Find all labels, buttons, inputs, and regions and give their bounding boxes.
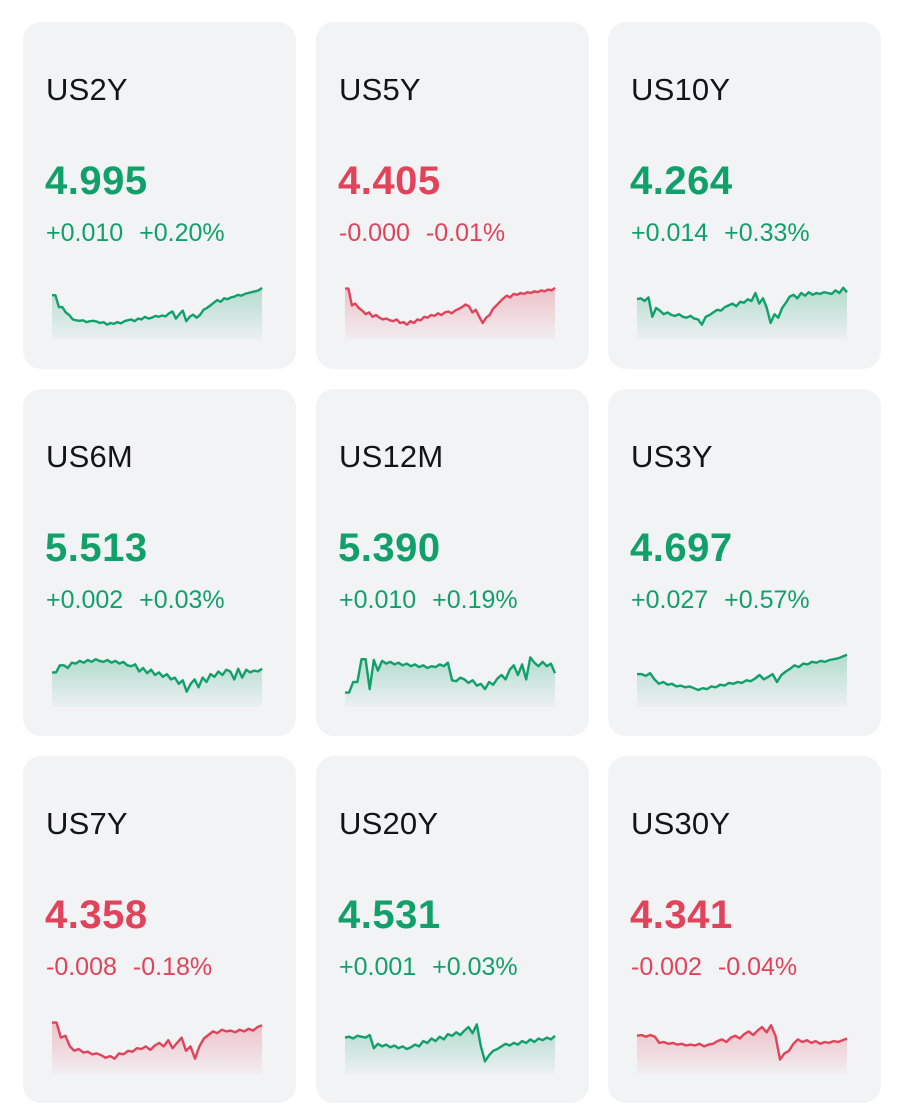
ticker-symbol: US10Y — [631, 72, 731, 107]
ticker-symbol: US5Y — [339, 72, 421, 107]
sparkline-area — [345, 1024, 555, 1074]
ticker-card-us7y[interactable]: US7Y 4.358 -0.008 -0.18% — [23, 756, 296, 1103]
ticker-symbol: US7Y — [46, 806, 128, 841]
ticker-card-us10y[interactable]: US10Y 4.264 +0.014 +0.33% — [608, 22, 881, 369]
ticker-symbol: US3Y — [631, 439, 713, 474]
ticker-change-percent: +0.57% — [724, 586, 810, 614]
ticker-yield: 4.531 — [338, 893, 441, 937]
sparkline-chart — [636, 1024, 848, 1074]
ticker-symbol: US12M — [339, 439, 444, 474]
ticker-change: -0.000 — [339, 219, 410, 247]
sparkline-line — [345, 286, 556, 326]
ticker-change: -0.002 — [631, 953, 702, 981]
ticker-change-percent: +0.33% — [724, 219, 810, 247]
sparkline-area — [345, 287, 555, 340]
sparkline-area — [52, 659, 262, 707]
ticker-yield: 4.341 — [630, 893, 733, 937]
sparkline-line — [344, 1023, 556, 1063]
sparkline-chart — [636, 286, 848, 340]
sparkline-area — [637, 1025, 847, 1074]
ticker-change-percent: -0.18% — [132, 953, 213, 981]
ticker-yield: 4.995 — [45, 159, 148, 203]
ticker-change-row: +0.027 +0.57% — [631, 585, 810, 615]
ticker-change-percent: +0.19% — [432, 586, 518, 614]
ticker-yield: 4.358 — [45, 893, 148, 937]
ticker-change-percent: -0.04% — [717, 953, 798, 981]
sparkline-chart — [345, 286, 556, 340]
sparkline-chart — [52, 286, 263, 340]
sparkline-chart — [637, 653, 848, 707]
ticker-card-us5y[interactable]: US5Y 4.405 -0.000 -0.01% — [316, 22, 589, 369]
ticker-change-row: +0.010 +0.19% — [339, 585, 518, 615]
ticker-card-us6m[interactable]: US6M 5.513 +0.002 +0.03% — [23, 389, 296, 736]
sparkline-line — [345, 656, 557, 694]
ticker-change: +0.010 — [339, 586, 417, 614]
ticker-change: +0.002 — [46, 586, 124, 614]
ticker-change-percent: -0.01% — [425, 219, 506, 247]
ticker-change-row: +0.001 +0.03% — [339, 952, 518, 982]
ticker-change-row: -0.000 -0.01% — [339, 218, 505, 248]
ticker-symbol: US6M — [46, 439, 133, 474]
sparkline-area — [345, 657, 555, 707]
sparkline-line — [52, 657, 263, 693]
ticker-change-percent: +0.03% — [139, 586, 225, 614]
sparkline-chart — [52, 657, 263, 707]
sparkline-chart — [52, 1021, 263, 1074]
ticker-symbol: US20Y — [339, 806, 439, 841]
ticker-yield: 4.264 — [630, 159, 733, 203]
ticker-symbol: US2Y — [46, 72, 128, 107]
ticker-change-percent: +0.20% — [139, 219, 225, 247]
ticker-change-percent: +0.03% — [432, 953, 518, 981]
ticker-change: +0.001 — [339, 953, 417, 981]
ticker-change-row: -0.002 -0.04% — [631, 952, 797, 982]
sparkline-line — [636, 1024, 848, 1061]
ticker-card-us2y[interactable]: US2Y 4.995 +0.010 +0.20% — [23, 22, 296, 369]
ticker-change-row: -0.008 -0.18% — [46, 952, 212, 982]
ticker-card-us3y[interactable]: US3Y 4.697 +0.027 +0.57% — [608, 389, 881, 736]
ticker-card-us12m[interactable]: US12M 5.390 +0.010 +0.19% — [316, 389, 589, 736]
ticker-card-us20y[interactable]: US20Y 4.531 +0.001 +0.03% — [316, 756, 589, 1103]
ticker-change: -0.008 — [46, 953, 117, 981]
ticker-change: +0.014 — [631, 219, 709, 247]
sparkline-line — [52, 1021, 263, 1060]
ticker-change: +0.027 — [631, 586, 709, 614]
sparkline-chart — [345, 656, 557, 707]
ticker-change: +0.010 — [46, 219, 124, 247]
sparkline-line — [637, 653, 848, 692]
sparkline-area — [637, 654, 847, 707]
ticker-yield: 4.405 — [338, 159, 441, 203]
sparkline-chart — [344, 1023, 556, 1074]
ticker-symbol: US30Y — [631, 806, 731, 841]
ticker-yield: 4.697 — [630, 526, 733, 570]
sparkline-line — [52, 286, 263, 326]
ticker-yield: 5.390 — [338, 526, 441, 570]
sparkline-area — [637, 287, 847, 340]
ticker-change-row: +0.010 +0.20% — [46, 218, 225, 248]
sparkline-area — [52, 287, 262, 340]
sparkline-line — [636, 286, 848, 326]
ticker-change-row: +0.014 +0.33% — [631, 218, 810, 248]
ticker-change-row: +0.002 +0.03% — [46, 585, 225, 615]
ticker-yield: 5.513 — [45, 526, 148, 570]
ticker-card-us30y[interactable]: US30Y 4.341 -0.002 -0.04% — [608, 756, 881, 1103]
